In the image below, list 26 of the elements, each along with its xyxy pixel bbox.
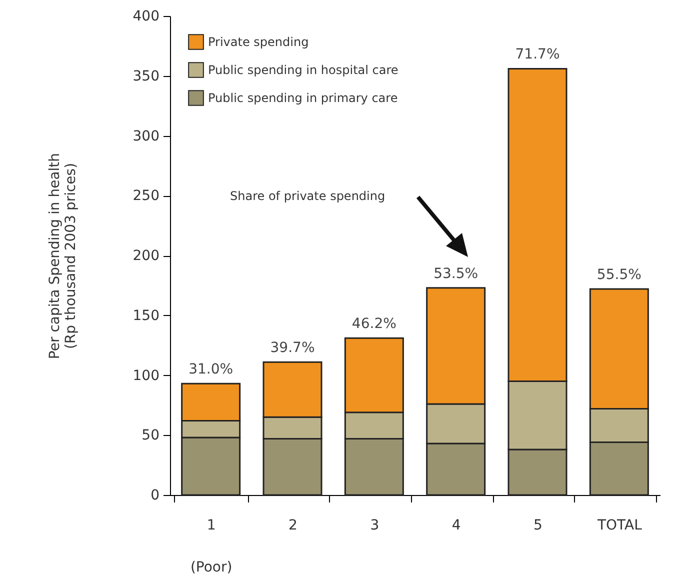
x-tick-label: 4 <box>452 518 461 534</box>
annotation: 71.7% <box>515 46 560 63</box>
annotation: 46.2% <box>352 316 396 332</box>
y-axis-title: Per capita Spending in health (Rp thousand 2003 prices) <box>46 152 79 360</box>
y-tick-label: 50 <box>142 428 160 444</box>
y-tick-label: 200 <box>132 248 160 264</box>
annotation: 39.7% <box>270 340 315 356</box>
y-tick-label: 0 <box>150 488 160 504</box>
category-label: 1 (Poor) <box>190 518 232 576</box>
annotation: Share of private spending <box>230 189 386 203</box>
y-tick-label: 350 <box>132 68 160 84</box>
y-tick-label: 150 <box>132 308 160 324</box>
x-tick-label: TOTAL <box>596 518 642 534</box>
legend-label: Public spending in primary care <box>208 91 398 105</box>
x-tick-label: 5 <box>534 518 542 534</box>
y-tick-label: 100 <box>132 368 160 384</box>
annotation: 55.5% <box>596 267 642 284</box>
annotation: 53.5% <box>434 266 478 282</box>
y-tick-label: 250 <box>132 188 160 204</box>
legend-label: Private spending <box>208 35 309 49</box>
legend-label: Public spending in hospital care <box>208 63 398 77</box>
y-tick-label: 300 <box>132 128 160 144</box>
annotation: 31.0% <box>188 362 234 378</box>
x-tick-label: 2 <box>288 518 298 534</box>
y-tick-label: 400 <box>132 8 160 24</box>
x-tick-label: 3 <box>370 518 380 534</box>
